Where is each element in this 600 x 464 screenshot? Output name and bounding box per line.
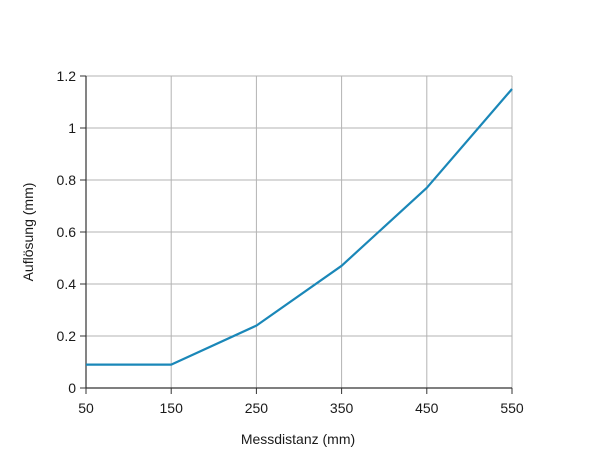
y-tick-label: 1.2 bbox=[57, 68, 77, 84]
x-tick-label: 550 bbox=[500, 400, 524, 416]
y-tick-label: 0.6 bbox=[57, 224, 77, 240]
y-tick-label: 0 bbox=[68, 380, 76, 396]
y-tick-label: 1 bbox=[68, 120, 76, 136]
grid bbox=[86, 75, 513, 388]
x-axis-label: Messdistanz (mm) bbox=[241, 431, 355, 447]
x-tick-label: 50 bbox=[78, 400, 94, 416]
series-line bbox=[86, 88, 513, 366]
y-tick-label: 0.4 bbox=[57, 276, 77, 292]
axes bbox=[80, 75, 513, 394]
y-tick-label: 0.8 bbox=[57, 172, 77, 188]
ticks: 50 150 250 350 450 550 0 0.2 0.4 0.6 0.8 1 1.2 bbox=[57, 68, 524, 416]
x-tick-label: 350 bbox=[330, 400, 354, 416]
y-axis-label: Auflösung (mm) bbox=[20, 183, 36, 282]
series bbox=[86, 88, 513, 366]
y-tick-label: 0.2 bbox=[57, 328, 77, 344]
x-tick-label: 150 bbox=[160, 400, 184, 416]
x-tick-label: 450 bbox=[415, 400, 439, 416]
x-tick-label: 250 bbox=[245, 400, 269, 416]
